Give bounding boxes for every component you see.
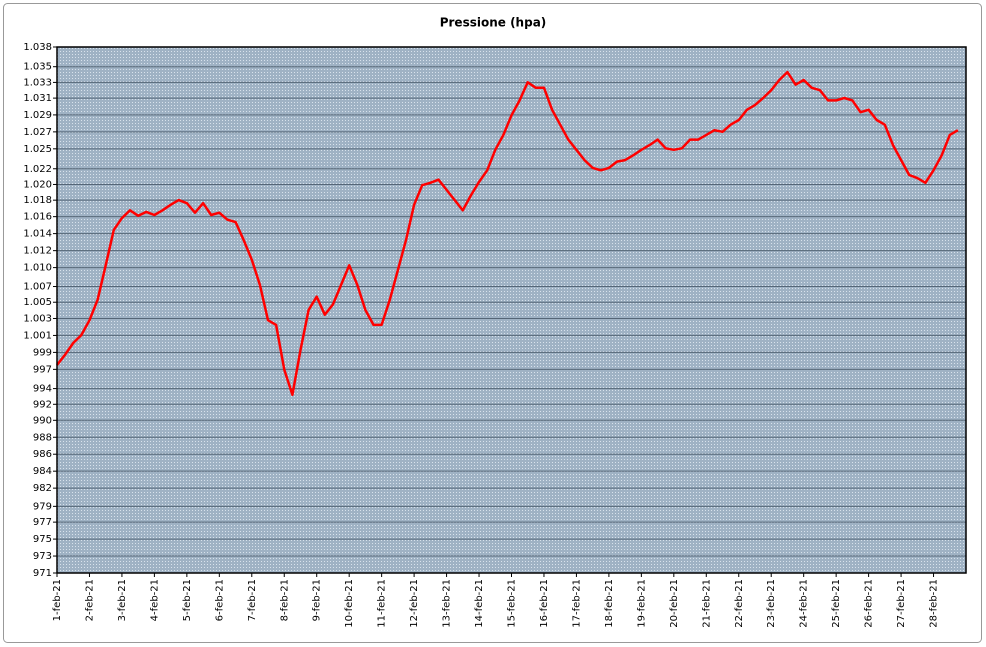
y-tick-label: 1.012 <box>23 246 52 257</box>
y-tick-label: 990 <box>33 415 52 426</box>
x-tick-label: 1-feb-21 <box>52 579 63 621</box>
chart-title: Pressione (hpa) <box>440 16 547 30</box>
x-tick-label: 5-feb-21 <box>182 579 193 621</box>
x-tick-label: 16-feb-21 <box>539 579 550 628</box>
x-tick-label: 24-feb-21 <box>799 579 810 628</box>
y-tick-label: 1.022 <box>23 164 52 175</box>
y-tick-label: 984 <box>33 466 52 477</box>
y-tick-label: 1.033 <box>23 77 52 88</box>
x-tick-label: 17-feb-21 <box>571 579 582 628</box>
x-tick-label: 27-feb-21 <box>896 579 907 628</box>
y-tick-label: 979 <box>33 501 52 512</box>
y-tick-label: 973 <box>33 551 52 562</box>
y-tick-label: 1.025 <box>23 144 52 155</box>
x-tick-label: 4-feb-21 <box>149 579 160 621</box>
line <box>56 70 959 397</box>
y-tick-label: 1.007 <box>23 282 52 293</box>
y-tick-label: 986 <box>33 449 52 460</box>
plot-area <box>57 47 966 573</box>
x-tick-label: 10-feb-21 <box>344 579 355 628</box>
y-tick-label: 977 <box>33 517 52 528</box>
x-tick-label: 25-feb-21 <box>831 579 842 628</box>
y-tick-label: 994 <box>33 384 52 395</box>
series <box>56 70 959 397</box>
x-tick-label: 6-feb-21 <box>214 579 225 621</box>
y-tick-label: 975 <box>33 534 52 545</box>
x-tick-label: 23-feb-21 <box>766 579 777 628</box>
y-tick-label: 1.035 <box>23 62 52 73</box>
x-tick-label: 21-feb-21 <box>701 579 712 628</box>
x-tick-label: 9-feb-21 <box>312 579 323 621</box>
x-tick-label: 28-feb-21 <box>929 579 940 628</box>
x-tick-label: 12-feb-21 <box>409 579 420 628</box>
x-tick-label: 15-feb-21 <box>507 579 518 628</box>
y-tick-label: 971 <box>33 568 52 579</box>
x-tick-label: 19-feb-21 <box>636 579 647 628</box>
y-tick-label: 1.038 <box>23 42 52 53</box>
y-tick-label: 1.031 <box>23 93 52 104</box>
y-tick-label: 982 <box>33 483 52 494</box>
x-tick-label: 26-feb-21 <box>864 579 875 628</box>
y-tick-label: 999 <box>33 347 52 358</box>
y-tick-label: 1.014 <box>23 229 52 240</box>
y-tick-label: 997 <box>33 364 52 375</box>
x-tick-label: 8-feb-21 <box>279 579 290 621</box>
x-tick-label: 3-feb-21 <box>117 579 128 621</box>
y-tick-label: 992 <box>33 399 52 410</box>
x-tick-label: 11-feb-21 <box>377 579 388 628</box>
x-tick-label: 20-feb-21 <box>669 579 680 628</box>
x-tick-label: 13-feb-21 <box>442 579 453 628</box>
x-tick-label: 7-feb-21 <box>247 579 258 621</box>
y-tick-label: 1.029 <box>23 110 52 121</box>
y-tick-label: 1.001 <box>23 330 52 341</box>
y-tick-label: 1.005 <box>23 297 52 308</box>
y-tick-label: 1.016 <box>23 212 52 223</box>
grid <box>57 46 966 574</box>
x-tick-label: 14-feb-21 <box>474 579 485 628</box>
y-tick-label: 1.020 <box>23 179 52 190</box>
x-tick-label: 22-feb-21 <box>734 579 745 628</box>
x-tick-label: 2-feb-21 <box>84 579 95 621</box>
y-tick-label: 1.018 <box>23 195 52 206</box>
y-tick-label: 1.027 <box>23 127 52 138</box>
x-tick-label: 18-feb-21 <box>604 579 615 628</box>
y-tick-label: 988 <box>33 432 52 443</box>
y-tick-label: 1.003 <box>23 313 52 324</box>
y-tick-label: 1.010 <box>23 263 52 274</box>
